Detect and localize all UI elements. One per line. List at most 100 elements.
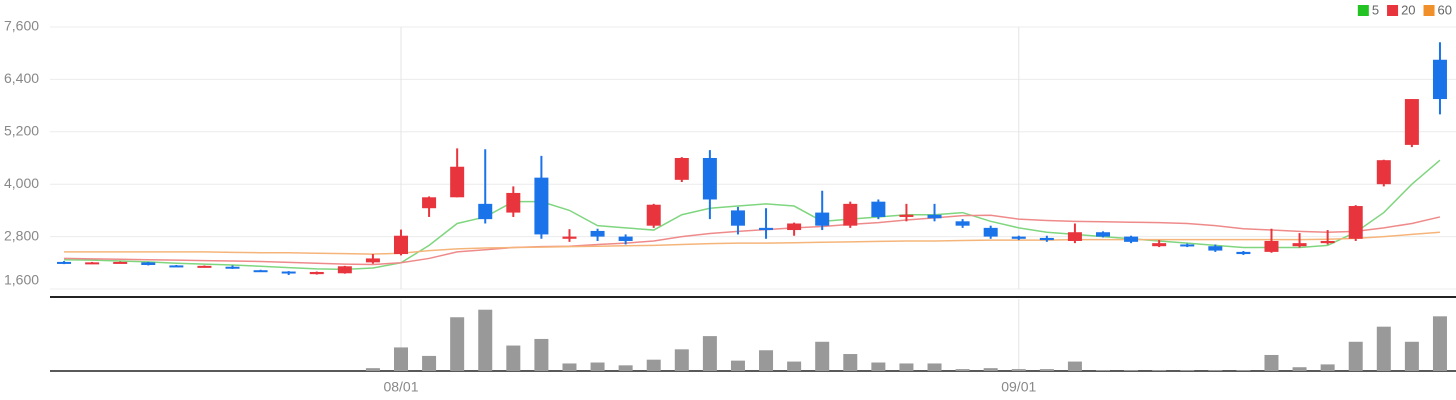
volume-bar <box>702 336 717 371</box>
y-tick-label: 6,400 <box>4 70 39 86</box>
legend: 60 20 5 <box>1357 2 1452 17</box>
candle-body <box>169 265 184 268</box>
volume-bar <box>955 369 970 371</box>
legend-swatch <box>1357 5 1369 16</box>
moving-average-line <box>64 231 1441 255</box>
candle-body <box>1404 99 1419 145</box>
volume-bar <box>843 354 858 371</box>
legend-label: 60 <box>1438 2 1452 17</box>
volume-bar <box>730 360 745 371</box>
legend-label: 20 <box>1401 2 1415 17</box>
candle-body <box>1208 246 1223 251</box>
volume-bar <box>1320 364 1335 371</box>
volume-bar <box>1011 369 1026 371</box>
candle-body <box>337 266 352 274</box>
candle-body <box>1096 232 1110 237</box>
volume-bar <box>674 349 689 371</box>
candle-body <box>759 227 774 231</box>
candle-body <box>927 214 942 219</box>
candle-body <box>1376 160 1391 185</box>
candle-body <box>253 270 268 273</box>
moving-average-line <box>64 159 1441 271</box>
volume-bar <box>1348 341 1363 371</box>
volume-bar <box>506 345 521 371</box>
volume-bar <box>1376 326 1391 371</box>
volume-bar <box>983 368 998 371</box>
volume-bar <box>1236 370 1251 371</box>
volume-bar <box>899 363 914 371</box>
volume-bar <box>394 347 408 371</box>
candle-body <box>702 158 717 200</box>
legend-label: 5 <box>1372 2 1379 17</box>
candle-body <box>113 261 128 264</box>
volume-bar <box>562 363 577 371</box>
candle-body <box>1124 236 1139 242</box>
candle-body <box>590 230 605 237</box>
x-tick-label: 09/01 <box>1001 379 1036 395</box>
y-tick-label: 2,800 <box>4 227 39 243</box>
legend-swatch <box>1423 5 1435 16</box>
candle-body <box>1011 236 1026 239</box>
y-tick-label: 4,000 <box>4 175 39 191</box>
y-tick-label: 1,600 <box>4 272 39 288</box>
candle-body <box>618 236 633 241</box>
legend-swatch <box>1387 5 1399 16</box>
volume-bar <box>534 338 549 371</box>
volume-bar <box>646 359 661 371</box>
candle-body <box>478 203 493 220</box>
volume-bar <box>450 317 465 371</box>
moving-average-line <box>64 214 1441 266</box>
candle-body <box>394 235 408 255</box>
candle-body <box>197 265 212 268</box>
candle-body <box>281 271 296 274</box>
volume-bar <box>787 361 802 371</box>
candle-body <box>646 204 661 226</box>
candle-body <box>450 166 465 198</box>
volume-bar <box>1039 369 1054 371</box>
candle-body <box>1067 232 1082 241</box>
volume-bar <box>1264 354 1279 371</box>
candle-body <box>57 261 72 264</box>
y-tick-label: 7,600 <box>4 18 39 34</box>
candle-body <box>1432 59 1447 100</box>
candle-body <box>422 197 437 209</box>
candle-body <box>815 212 830 226</box>
candle-body <box>1236 251 1251 255</box>
volume-bar <box>871 362 886 371</box>
candle-body <box>225 266 240 269</box>
x-tick-label: 08/01 <box>383 379 418 395</box>
volume-bar <box>1124 370 1139 371</box>
candle-body <box>674 158 689 180</box>
candle-body <box>309 271 324 275</box>
candle-body <box>562 236 577 239</box>
candle-body <box>730 210 745 226</box>
volume-bar <box>1096 370 1110 371</box>
candle-body <box>1180 244 1195 247</box>
volume-bar <box>1432 316 1447 371</box>
candle-body <box>1292 243 1307 247</box>
candle-body <box>1320 240 1335 244</box>
y-tick-label: 5,200 <box>4 123 39 139</box>
candle-body <box>983 227 998 237</box>
volume-bar <box>1180 370 1195 371</box>
volume-bar <box>1067 361 1082 371</box>
volume-bar <box>759 350 774 371</box>
volume-bar <box>927 363 942 371</box>
volume-bar <box>422 355 437 371</box>
candle-body <box>85 262 100 265</box>
volume-bar <box>478 309 493 371</box>
candle-body <box>871 201 886 217</box>
volume-bar <box>1152 370 1167 371</box>
candle-body <box>365 258 380 263</box>
candle-body <box>141 262 156 265</box>
candle-body <box>843 203 858 226</box>
candle-body <box>1264 240 1279 252</box>
volume-bar <box>618 365 633 371</box>
volume-bar <box>1208 370 1223 371</box>
volume-bar <box>365 368 380 371</box>
volume-bar <box>1404 341 1419 371</box>
candle-body <box>1152 243 1167 247</box>
candle-body <box>1039 237 1054 241</box>
volume-bar <box>590 362 605 371</box>
